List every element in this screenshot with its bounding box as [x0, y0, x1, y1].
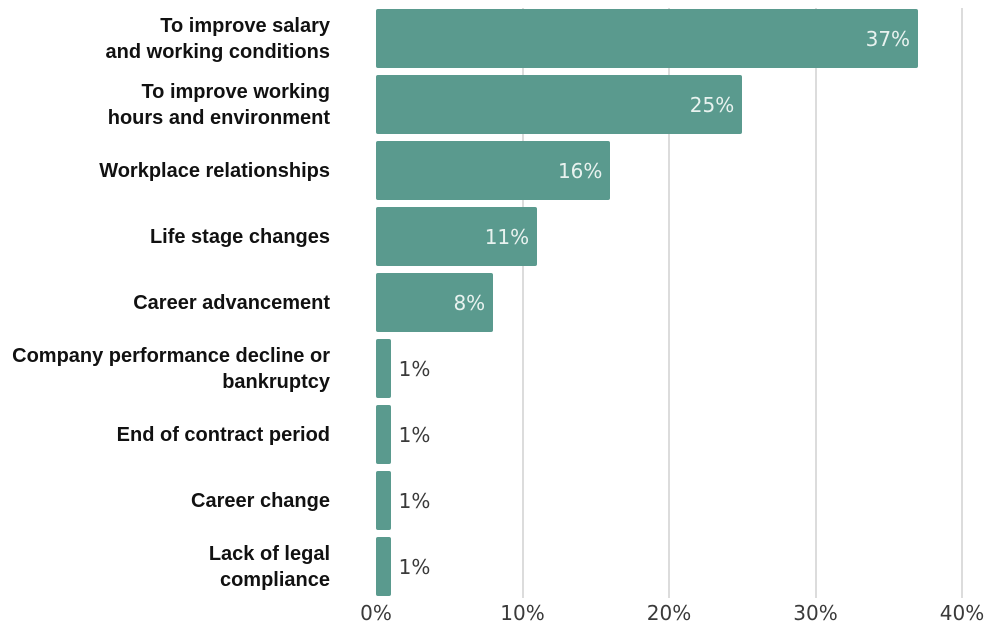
- gridline: [521, 8, 524, 598]
- category-label: To improve working hours and environment: [0, 79, 330, 131]
- bar-value-label: 8%: [453, 290, 486, 315]
- bar-value-label: 11%: [484, 224, 530, 249]
- x-tick-label: 10%: [500, 601, 545, 625]
- bar-value-label: 1%: [398, 554, 431, 579]
- category-label-line: Company performance decline or: [12, 344, 330, 367]
- category-label: Workplace relationships: [0, 158, 330, 184]
- gridline: [961, 8, 963, 598]
- category-label-line: hours and environment: [107, 106, 330, 129]
- bar: [376, 207, 538, 266]
- category-label: Lack of legal compliance: [0, 541, 330, 593]
- category-label: Career change: [0, 488, 330, 514]
- bar: [376, 405, 391, 464]
- category-label: Career advancement: [0, 290, 330, 316]
- category-label-line: Life stage changes: [149, 225, 330, 248]
- bar-value-label: 16%: [557, 158, 603, 183]
- bar: [376, 471, 391, 530]
- bar: [376, 75, 743, 134]
- category-label-line: Career advancement: [133, 291, 330, 314]
- category-label-line: To improve salary: [160, 14, 330, 37]
- bar: [376, 273, 494, 332]
- bar: [376, 537, 391, 596]
- bar-value-label: 37%: [865, 26, 911, 51]
- x-tick-label: 0%: [360, 601, 392, 625]
- category-label: To improve salary and working conditions: [0, 13, 330, 65]
- gridline: [814, 8, 817, 598]
- category-label: Life stage changes: [0, 224, 330, 250]
- category-label-line: Workplace relationships: [99, 159, 330, 182]
- bar-value-label: 1%: [398, 422, 431, 447]
- x-tick-label: 20%: [646, 601, 692, 625]
- bar-value-label: 1%: [398, 356, 431, 381]
- category-label: Company performance decline or bankruptcy: [0, 343, 330, 395]
- bar: [376, 9, 919, 68]
- bar: [376, 339, 391, 398]
- category-label-line: compliance: [219, 568, 330, 591]
- category-label: End of contract period: [0, 422, 330, 448]
- x-tick-label: 30%: [793, 601, 838, 625]
- category-label-line: Lack of legal: [208, 542, 330, 565]
- category-label-line: Career change: [191, 489, 330, 512]
- gridline: [668, 8, 670, 598]
- category-label-line: and working conditions: [105, 40, 330, 63]
- category-label-line: End of contract period: [116, 423, 330, 446]
- x-tick-label: 40%: [939, 601, 985, 625]
- bar-value-label: 1%: [398, 488, 431, 513]
- category-label-line: bankruptcy: [222, 370, 330, 393]
- bar-value-label: 25%: [689, 92, 735, 117]
- category-label-line: To improve working: [141, 80, 330, 103]
- bar: [376, 141, 611, 200]
